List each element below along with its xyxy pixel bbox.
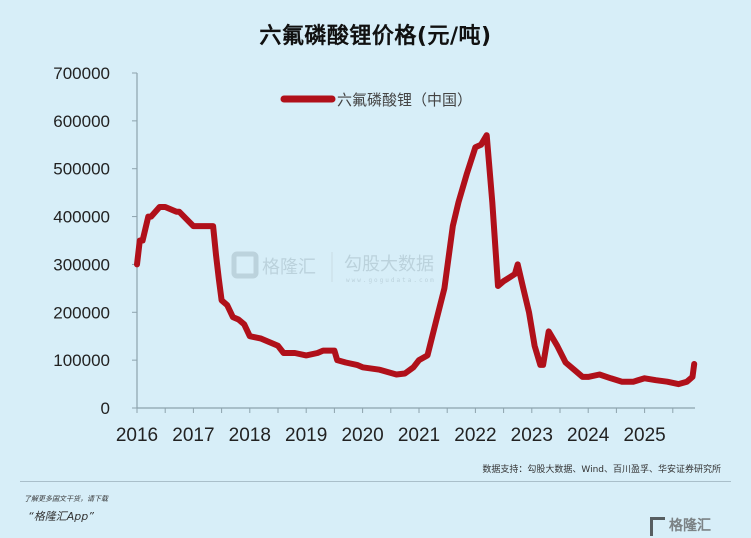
y-tick-label: 300000 [53,255,110,274]
chart-title: 六氟磷酸锂价格(元/吨) [259,24,492,49]
watermark-url: www.gogudata.com [346,277,436,284]
logo-icon [650,516,665,536]
footer-promo-text: 了解更多国文干货，请下载 [24,495,108,503]
footer-app-link[interactable]: “格隆汇App” [28,510,94,523]
x-tick-label: 2017 [172,425,214,446]
x-tick-label: 2025 [623,425,665,446]
y-axis: 0 100000 200000 300000 400000 500000 600000 700… [53,64,138,418]
footer-logo: 格隆汇 [650,515,711,536]
watermark-brand: 格隆汇 [262,257,316,278]
x-tick-label: 2022 [454,425,496,446]
data-source: 数据支持：勾股大数据、Wind、百川盈孚、华安证券研究所 [482,465,721,475]
x-axis: 2016 2017 2018 2019 2020 2021 2022 2023 2024 2025 [116,407,695,446]
x-tick-label: 2020 [341,425,383,446]
legend: 六氟磷酸锂（中国） [280,91,472,109]
watermark-logo-icon [231,251,259,279]
x-tick-label: 2018 [229,425,271,446]
y-tick-label: 100000 [53,351,110,370]
y-tick-label: 700000 [53,64,110,83]
y-tick-label: 400000 [53,208,110,227]
footer-logo-text: 格隆汇 [669,518,711,534]
y-tick-label: 600000 [53,112,110,131]
x-tick-label: 2024 [567,425,610,446]
x-tick-label: 2023 [511,425,553,446]
y-tick-label: 0 [101,399,110,418]
y-tick-label: 200000 [53,303,110,322]
x-tick-label: 2021 [398,425,440,446]
x-tick-label: 2019 [285,425,327,446]
legend-label: 六氟磷酸锂（中国） [337,91,472,109]
series-line [134,132,698,388]
y-tick-label: 500000 [53,160,110,179]
footer-divider [20,481,731,482]
x-tick-label: 2016 [116,425,158,446]
watermark: 格隆汇 勾股大数据 www.gogudata.com [231,251,436,284]
watermark-partner: 勾股大数据 [344,254,434,275]
